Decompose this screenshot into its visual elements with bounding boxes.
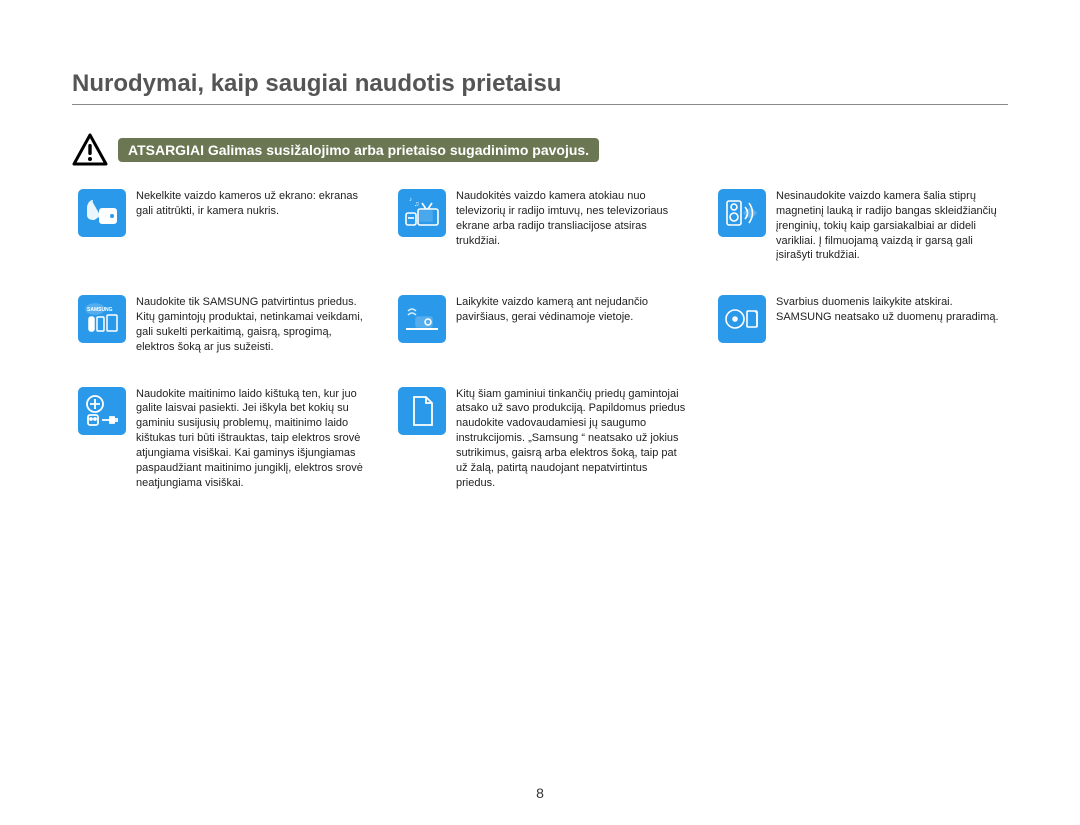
document-icon xyxy=(398,387,446,435)
safety-item-text: Naudokite maitinimo laido kištuką ten, k… xyxy=(136,387,368,491)
page-number: 8 xyxy=(0,785,1080,801)
safety-item: Kitų šiam gaminiui tinkančių priedų gami… xyxy=(398,387,688,491)
caution-label: ATSARGIAI Galimas susižalojimo arba prie… xyxy=(118,138,599,162)
safety-item: Naudokite maitinimo laido kištuką ten, k… xyxy=(78,387,368,491)
safety-item-text: Svarbius duomenis laikykite atskirai. SA… xyxy=(776,295,1008,325)
svg-text:SAMSUNG: SAMSUNG xyxy=(87,307,113,313)
svg-text:♫: ♫ xyxy=(414,201,419,208)
svg-text:♪: ♪ xyxy=(409,197,412,203)
flat-surface-icon xyxy=(398,295,446,343)
page-title: Nurodymai, kaip saugiai naudotis prietai… xyxy=(72,70,1008,98)
safety-item-text: Nesinaudokite vaizdo kamera šalia stiprų… xyxy=(776,189,1008,263)
safety-item-text: Naudokitės vaizdo kamera atokiau nuo tel… xyxy=(456,189,688,248)
caution-banner: ATSARGIAI Galimas susižalojimo arba prie… xyxy=(72,133,1008,167)
safety-item: SAMSUNG Naudokite tik SAMSUNG patvirtint… xyxy=(78,295,368,354)
safety-item: Svarbius duomenis laikykite atskirai. SA… xyxy=(718,295,1008,354)
safety-item: Laikykite vaizdo kamerą ant nejudančio p… xyxy=(398,295,688,354)
warning-triangle-icon xyxy=(72,133,108,167)
tv-radio-icon: ♪ ♫ xyxy=(398,189,446,237)
safety-items-grid: Nekelkite vaizdo kameros už ekrano: ekra… xyxy=(78,189,1008,491)
speaker-waves-icon xyxy=(718,189,766,237)
samsung-accessories-icon: SAMSUNG xyxy=(78,295,126,343)
safety-item-text: Nekelkite vaizdo kameros už ekrano: ekra… xyxy=(136,189,368,219)
safety-item-text: Naudokite tik SAMSUNG patvirtintus pried… xyxy=(136,295,368,354)
safety-item-text: Laikykite vaizdo kamerą ant nejudančio p… xyxy=(456,295,688,325)
safety-item: Nesinaudokite vaizdo kamera šalia stiprų… xyxy=(718,189,1008,263)
safety-item: ♪ ♫ Naudokitės vaizdo kamera atokiau nuo… xyxy=(398,189,688,263)
plug-plus-icon xyxy=(78,387,126,435)
safety-item-text: Kitų šiam gaminiui tinkančių priedų gami… xyxy=(456,387,688,491)
safety-item: Nekelkite vaizdo kameros už ekrano: ekra… xyxy=(78,189,368,263)
disc-card-icon xyxy=(718,295,766,343)
hand-camera-icon xyxy=(78,189,126,237)
title-divider xyxy=(72,104,1008,105)
